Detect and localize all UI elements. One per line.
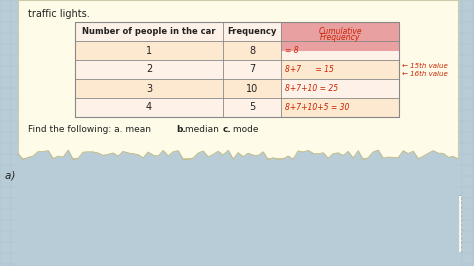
Text: 8+7+10 = 25: 8+7+10 = 25	[285, 84, 338, 93]
Text: 8+7      = 15: 8+7 = 15	[285, 65, 334, 74]
Text: ← 16th value: ← 16th value	[402, 71, 448, 77]
Bar	[281, 79, 399, 98]
Text: a) mean: a) mean	[5, 170, 48, 180]
Bar	[75, 60, 281, 79]
Text: 8: 8	[249, 45, 255, 56]
Text: 72: 72	[36, 196, 50, 206]
Text: =: =	[55, 170, 64, 180]
Text: 8 +7  + 10 + 5: 8 +7 + 10 + 5	[146, 183, 224, 193]
Text: 3: 3	[146, 84, 152, 94]
Text: median are the 15th and 16th: median are the 15th and 16th	[92, 204, 235, 213]
Text: 30: 30	[36, 210, 50, 220]
Text: 4: 4	[146, 102, 152, 113]
Bar	[281, 60, 399, 79]
Bar	[281, 98, 399, 117]
Bar	[281, 22, 399, 51]
Bar	[281, 41, 399, 60]
Text: traffic lights.: traffic lights.	[28, 9, 90, 19]
Text: ← 15th value: ← 15th value	[402, 63, 448, 69]
FancyBboxPatch shape	[74, 195, 461, 252]
Bar	[75, 22, 281, 41]
Text: 1x 8  +  2x 7  +  3x 10  +  4x5: 1x 8 + 2x 7 + 3x 10 + 4x5	[70, 165, 228, 175]
Text: 5: 5	[249, 102, 255, 113]
Text: b): b)	[80, 204, 90, 214]
Text: 7: 7	[249, 64, 255, 74]
Text: values. (30 values in total).: values. (30 values in total).	[92, 220, 222, 229]
Text: =: =	[22, 198, 31, 208]
Bar	[75, 22, 399, 117]
Text: Frequency: Frequency	[228, 27, 277, 36]
Bar	[75, 79, 281, 98]
Text: Cumulative: Cumulative	[318, 27, 362, 36]
Bar	[281, 22, 399, 41]
Text: 1: 1	[146, 45, 152, 56]
Bar	[18, 0, 458, 158]
Bar	[75, 41, 281, 60]
Text: 8+7+10+5 = 30: 8+7+10+5 = 30	[285, 103, 349, 112]
Text: 2: 2	[146, 64, 152, 74]
Text: b.: b.	[176, 125, 186, 134]
Text: Find the following: a. mean: Find the following: a. mean	[28, 125, 154, 134]
Text: Frequency: Frequency	[320, 33, 360, 42]
Text: mode: mode	[230, 125, 258, 134]
Text: Number of people in the car: Number of people in the car	[82, 27, 216, 36]
Text: 10: 10	[246, 84, 258, 94]
Bar	[75, 98, 281, 117]
Text: c.: c.	[223, 125, 232, 134]
Text: median: median	[182, 125, 222, 134]
Text: = 8: = 8	[285, 46, 299, 55]
